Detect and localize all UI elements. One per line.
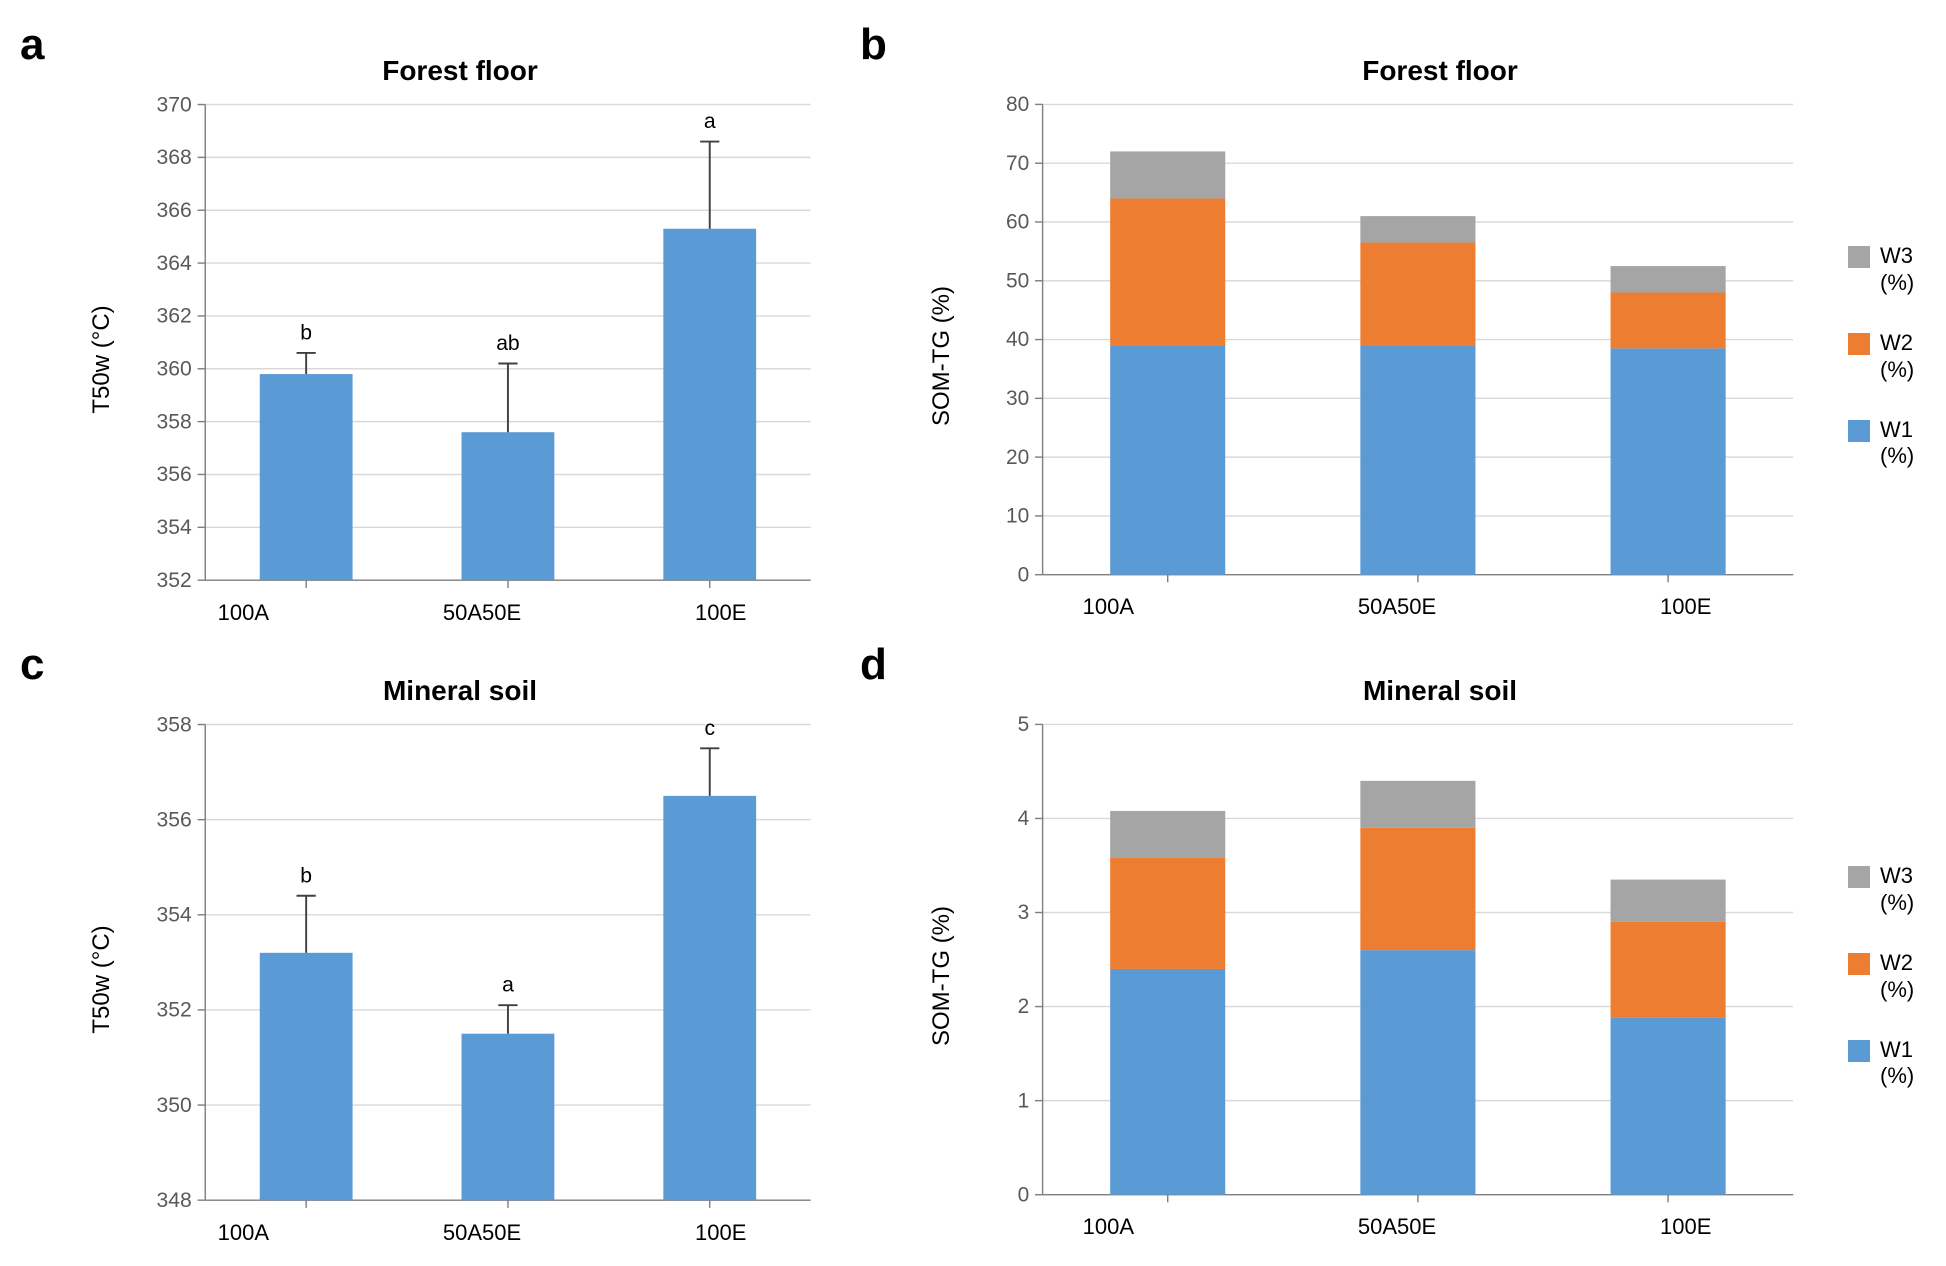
svg-text:350: 350 bbox=[157, 1094, 192, 1117]
svg-text:368: 368 bbox=[157, 146, 192, 169]
panel-d: d Mineral soil SOM-TG (%) 0 1 2 3 4 5 100A50A… bbox=[860, 640, 1946, 1240]
x-category-label: 100E bbox=[1541, 594, 1830, 620]
x-category-label: 100E bbox=[1541, 1214, 1830, 1240]
panel-a-svg: 352 354 356 358 360 362 364 366 368 370 b ab a bbox=[124, 93, 840, 594]
panel-b-ylabel: SOM-TG (%) bbox=[920, 93, 964, 620]
panel-d-svg: 0 1 2 3 4 5 bbox=[964, 713, 1830, 1208]
svg-text:2: 2 bbox=[1018, 995, 1030, 1018]
legend-item-w1: W1(%) bbox=[1848, 1037, 1946, 1090]
legend-item-w3: W3(%) bbox=[1848, 863, 1946, 916]
legend-swatch bbox=[1848, 246, 1870, 268]
legend-swatch bbox=[1848, 953, 1870, 975]
legend-label: W1(%) bbox=[1880, 1037, 1914, 1090]
svg-text:3: 3 bbox=[1018, 901, 1030, 924]
panel-b-chart: Forest floor SOM-TG (%) 0 10 20 30 40 50 60 70 8… bbox=[920, 55, 1946, 620]
svg-text:364: 364 bbox=[157, 252, 192, 275]
svg-text:1: 1 bbox=[1018, 1089, 1030, 1112]
svg-text:358: 358 bbox=[157, 410, 192, 433]
panel-d-ylabel: SOM-TG (%) bbox=[920, 713, 964, 1240]
x-category-label: 100E bbox=[601, 600, 840, 626]
panel-b: b Forest floor SOM-TG (%) 0 10 20 30 40 50 60 7… bbox=[860, 20, 1946, 620]
svg-text:20: 20 bbox=[1006, 446, 1029, 469]
x-category-label: 50A50E bbox=[363, 600, 602, 626]
panel-c-chart: Mineral soil T50w (°C) 34835035235435635… bbox=[80, 675, 840, 1240]
svg-text:0: 0 bbox=[1018, 563, 1030, 586]
svg-text:a: a bbox=[704, 110, 716, 133]
panel-d-label: d bbox=[860, 640, 887, 690]
legend-swatch bbox=[1848, 866, 1870, 888]
svg-text:4: 4 bbox=[1018, 807, 1030, 830]
svg-text:30: 30 bbox=[1006, 387, 1029, 410]
legend-label: W3(%) bbox=[1880, 243, 1914, 296]
svg-text:0: 0 bbox=[1018, 1183, 1030, 1206]
svg-text:ab: ab bbox=[496, 332, 520, 355]
svg-text:a: a bbox=[502, 974, 514, 997]
svg-text:354: 354 bbox=[157, 904, 192, 927]
svg-text:80: 80 bbox=[1006, 93, 1029, 116]
panel-b-svg: 0 10 20 30 40 50 60 70 80 bbox=[964, 93, 1830, 588]
panel-c-label: c bbox=[20, 640, 44, 690]
panel-b-title: Forest floor bbox=[920, 55, 1946, 87]
legend-item-w1: W1(%) bbox=[1848, 417, 1946, 470]
svg-text:70: 70 bbox=[1006, 152, 1029, 175]
panel-d-chart: Mineral soil SOM-TG (%) 0 1 2 3 4 5 100A50A50… bbox=[920, 675, 1946, 1240]
x-category-label: 100A bbox=[964, 594, 1253, 620]
svg-text:370: 370 bbox=[157, 93, 192, 116]
panel-d-legend: W3(%) W2(%) W1(%) bbox=[1830, 713, 1946, 1240]
panel-c-xlabels: 100A50A50E100E bbox=[124, 1214, 840, 1246]
legend-label: W1(%) bbox=[1880, 417, 1914, 470]
x-category-label: 100E bbox=[601, 1220, 840, 1246]
figure-grid: a Forest floor T50w (°C) 352354356358360… bbox=[20, 20, 1946, 1240]
legend-swatch bbox=[1848, 333, 1870, 355]
svg-text:348: 348 bbox=[157, 1189, 192, 1212]
x-category-label: 100A bbox=[124, 600, 363, 626]
panel-a-ylabel: T50w (°C) bbox=[80, 93, 124, 626]
panel-a-xlabels: 100A50A50E100E bbox=[124, 594, 840, 626]
svg-text:40: 40 bbox=[1006, 328, 1029, 351]
legend-label: W2(%) bbox=[1880, 330, 1914, 383]
svg-text:50: 50 bbox=[1006, 269, 1029, 292]
svg-text:360: 360 bbox=[157, 358, 192, 381]
panel-b-legend: W3(%) W2(%) W1(%) bbox=[1830, 93, 1946, 620]
panel-c-ylabel: T50w (°C) bbox=[80, 713, 124, 1246]
svg-text:352: 352 bbox=[157, 999, 192, 1022]
panel-a: a Forest floor T50w (°C) 352354356358360… bbox=[20, 20, 840, 620]
svg-text:b: b bbox=[300, 864, 312, 887]
x-category-label: 50A50E bbox=[363, 1220, 602, 1246]
legend-label: W3(%) bbox=[1880, 863, 1914, 916]
svg-text:b: b bbox=[300, 321, 312, 344]
svg-text:60: 60 bbox=[1006, 211, 1029, 234]
panel-c-svg: 348 350 352 354 356 358 b a c bbox=[124, 713, 840, 1214]
x-category-label: 100A bbox=[964, 1214, 1253, 1240]
panel-a-label: a bbox=[20, 20, 44, 70]
legend-item-w2: W2(%) bbox=[1848, 330, 1946, 383]
svg-text:356: 356 bbox=[157, 808, 192, 831]
panel-d-xlabels: 100A50A50E100E bbox=[964, 1208, 1830, 1240]
svg-text:354: 354 bbox=[157, 516, 192, 539]
legend-item-w3: W3(%) bbox=[1848, 243, 1946, 296]
panel-c: c Mineral soil T50w (°C) 348350352354356… bbox=[20, 640, 840, 1240]
legend-label: W2(%) bbox=[1880, 950, 1914, 1003]
svg-text:c: c bbox=[704, 717, 715, 740]
panel-a-title: Forest floor bbox=[80, 55, 840, 87]
panel-b-label: b bbox=[860, 20, 887, 70]
x-category-label: 50A50E bbox=[1253, 594, 1542, 620]
svg-text:5: 5 bbox=[1018, 713, 1030, 736]
svg-text:10: 10 bbox=[1006, 505, 1029, 528]
svg-text:356: 356 bbox=[157, 463, 192, 486]
panel-c-title: Mineral soil bbox=[80, 675, 840, 707]
legend-item-w2: W2(%) bbox=[1848, 950, 1946, 1003]
panel-a-chart: Forest floor T50w (°C) 35235435635836036… bbox=[80, 55, 840, 620]
svg-text:358: 358 bbox=[157, 713, 192, 736]
legend-swatch bbox=[1848, 420, 1870, 442]
panel-b-xlabels: 100A50A50E100E bbox=[964, 588, 1830, 620]
x-category-label: 50A50E bbox=[1253, 1214, 1542, 1240]
svg-text:366: 366 bbox=[157, 199, 192, 222]
x-category-label: 100A bbox=[124, 1220, 363, 1246]
legend-swatch bbox=[1848, 1040, 1870, 1062]
svg-text:352: 352 bbox=[157, 569, 192, 592]
svg-text:362: 362 bbox=[157, 305, 192, 328]
panel-d-title: Mineral soil bbox=[920, 675, 1946, 707]
